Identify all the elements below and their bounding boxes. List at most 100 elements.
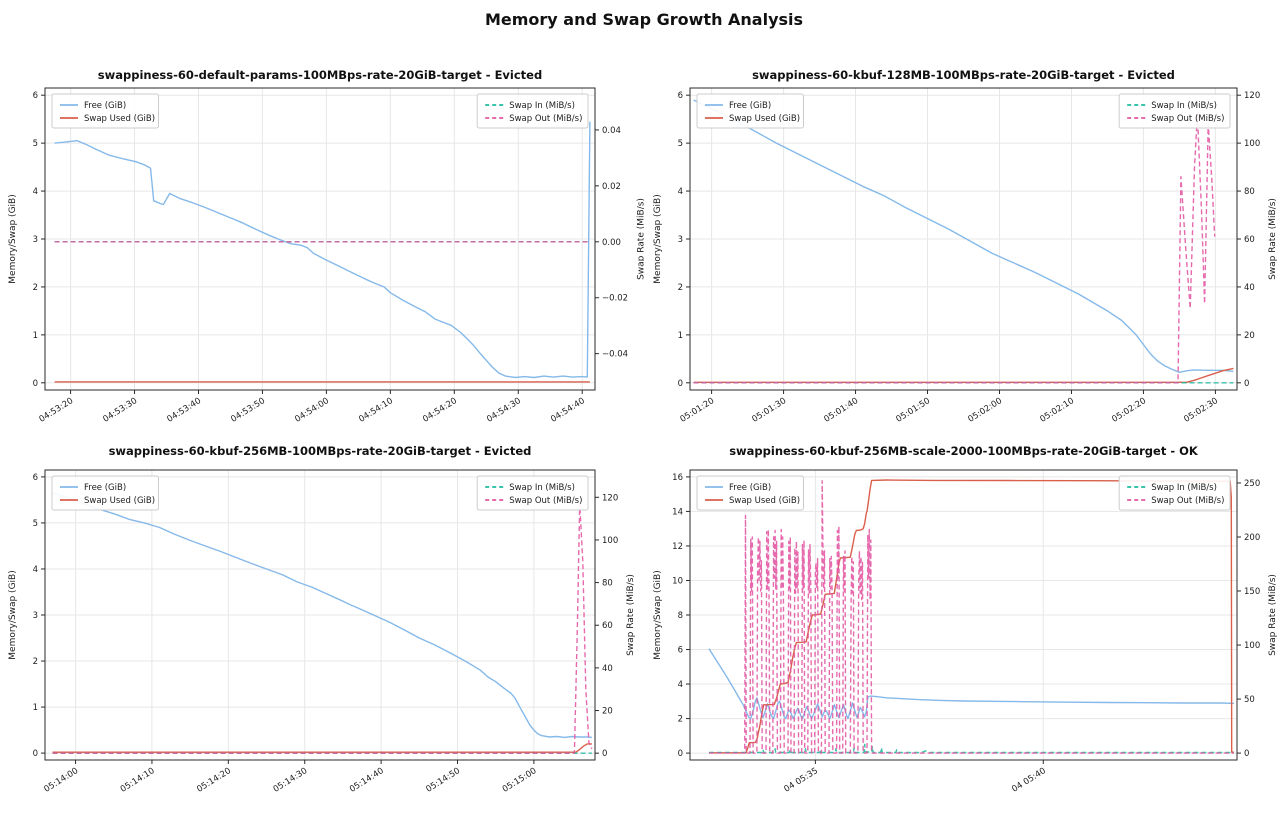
svg-text:3: 3 xyxy=(33,235,38,245)
right-tick-labels: 0 20 40 60 80 100 120 xyxy=(595,493,618,759)
svg-text:05:14:50: 05:14:50 xyxy=(424,766,462,795)
svg-text:8: 8 xyxy=(678,611,683,621)
svg-text:05:14:20: 05:14:20 xyxy=(195,766,233,795)
left-tick-labels: 0 1 2 3 4 5 6 xyxy=(678,91,690,389)
chart-title: swappiness-60-default-params-100MBps-rat… xyxy=(97,68,543,82)
svg-text:2: 2 xyxy=(678,715,683,725)
svg-text:05:01:40: 05:01:40 xyxy=(822,396,860,425)
chart-kbuf-256mb-scale-2000: swappiness-60-kbuf-256MB-scale-2000-100M… xyxy=(644,432,1288,824)
svg-text:12: 12 xyxy=(672,542,683,552)
x-tick-labels: 05:14:00 05:14:10 05:14:20 05:14:30 05:14:40… xyxy=(42,760,538,795)
legend-label: Swap In (MiB/s) xyxy=(509,483,575,493)
legend-label: Swap Out (MiB/s) xyxy=(1151,496,1224,506)
svg-text:0: 0 xyxy=(33,749,38,759)
svg-text:20: 20 xyxy=(602,707,613,717)
svg-text:5: 5 xyxy=(33,519,38,529)
svg-text:100: 100 xyxy=(1244,139,1260,149)
svg-text:1: 1 xyxy=(33,331,38,341)
svg-text:04:53:30: 04:53:30 xyxy=(101,396,139,425)
svg-text:40: 40 xyxy=(1244,283,1255,293)
left-tick-labels: 0 1 2 3 4 5 6 xyxy=(33,91,45,389)
left-tick-labels: 0 2 4 6 8 10 12 14 16 xyxy=(672,473,690,759)
svg-text:0: 0 xyxy=(602,749,607,759)
legend-box xyxy=(51,93,159,129)
legend-box xyxy=(696,93,804,129)
left-axis-label: Memory/Swap (GiB) xyxy=(653,194,663,283)
grid xyxy=(690,88,1237,390)
svg-text:6: 6 xyxy=(678,91,683,101)
svg-text:0.00: 0.00 xyxy=(602,238,621,248)
svg-text:80: 80 xyxy=(602,579,613,589)
figure-title: Memory and Swap Growth Analysis xyxy=(484,10,804,29)
svg-text:3: 3 xyxy=(678,235,683,245)
right-axis-label: Swap Rate (MiB/s) xyxy=(1268,198,1278,280)
svg-text:05:14:30: 05:14:30 xyxy=(272,766,310,795)
svg-text:04:54:10: 04:54:10 xyxy=(357,396,395,425)
grid xyxy=(45,88,595,390)
legend: Free (GiB) Swap Used (GiB) xyxy=(696,93,804,129)
chart-title: swappiness-60-kbuf-128MB-100MBps-rate-20… xyxy=(752,68,1175,82)
right-tick-labels: 0 20 40 60 80 100 120 xyxy=(1237,91,1260,389)
left-axis-label: Memory/Swap (GiB) xyxy=(8,570,18,659)
svg-text:120: 120 xyxy=(602,493,618,503)
svg-text:−0.04: −0.04 xyxy=(602,350,628,360)
svg-text:60: 60 xyxy=(602,621,613,631)
series-free xyxy=(693,99,1234,373)
legend: Swap In (MiB/s) Swap Out (MiB/s) xyxy=(1118,93,1231,129)
legend-label: Free (GiB) xyxy=(84,483,126,493)
svg-text:04:53:50: 04:53:50 xyxy=(229,396,267,425)
svg-text:05:14:00: 05:14:00 xyxy=(42,766,80,795)
svg-text:20: 20 xyxy=(1244,331,1255,341)
svg-text:05:15:00: 05:15:00 xyxy=(501,766,539,795)
svg-text:0: 0 xyxy=(1244,749,1249,759)
x-tick-labels: 04 05:35 04 05:40 xyxy=(782,760,1048,795)
series-swap_used xyxy=(693,367,1234,383)
legend-label: Swap Used (GiB) xyxy=(84,114,155,124)
svg-text:05:02:30: 05:02:30 xyxy=(1182,396,1220,425)
svg-text:0: 0 xyxy=(678,749,683,759)
x-tick-labels: 04:53:20 04:53:30 04:53:40 04:53:50 04:54:00… xyxy=(37,390,587,425)
svg-text:05:14:40: 05:14:40 xyxy=(348,766,386,795)
legend-label: Swap Out (MiB/s) xyxy=(1151,114,1224,124)
legend-box xyxy=(1118,93,1231,129)
svg-text:04:53:40: 04:53:40 xyxy=(165,396,203,425)
svg-text:6: 6 xyxy=(678,646,683,656)
legend-label: Swap Out (MiB/s) xyxy=(509,114,582,124)
series-free xyxy=(52,492,592,739)
legend-label: Swap Out (MiB/s) xyxy=(509,496,582,506)
legend-label: Swap In (MiB/s) xyxy=(509,101,575,111)
legend-box xyxy=(476,93,589,129)
svg-text:250: 250 xyxy=(1244,479,1260,489)
svg-text:4: 4 xyxy=(678,187,683,197)
svg-text:05:02:10: 05:02:10 xyxy=(1038,396,1076,425)
svg-text:6: 6 xyxy=(33,473,38,483)
right-tick-labels: 0 50 100 150 200 250 xyxy=(1237,479,1260,759)
left-axis-label: Memory/Swap (GiB) xyxy=(8,194,18,283)
svg-text:60: 60 xyxy=(1244,235,1255,245)
svg-text:4: 4 xyxy=(678,680,683,690)
legend: Free (GiB) Swap Used (GiB) xyxy=(696,475,804,511)
chart-kbuf-128mb: swappiness-60-kbuf-128MB-100MBps-rate-20… xyxy=(644,60,1288,432)
chart-kbuf-256mb: swappiness-60-kbuf-256MB-100MBps-rate-20… xyxy=(0,432,644,824)
legend-label: Swap Used (GiB) xyxy=(729,114,800,124)
legend-box xyxy=(51,475,159,511)
svg-text:3: 3 xyxy=(33,611,38,621)
right-axis-label: Swap Rate (MiB/s) xyxy=(1268,574,1278,656)
svg-text:05:02:20: 05:02:20 xyxy=(1110,396,1148,425)
legend-box xyxy=(696,475,804,511)
svg-text:4: 4 xyxy=(33,565,38,575)
series-swap_out xyxy=(709,480,1234,754)
svg-text:120: 120 xyxy=(1244,91,1260,101)
series-swap_used xyxy=(52,743,592,753)
svg-text:150: 150 xyxy=(1244,587,1260,597)
legend: Swap In (MiB/s) Swap Out (MiB/s) xyxy=(476,93,589,129)
svg-text:0: 0 xyxy=(678,379,683,389)
svg-text:100: 100 xyxy=(1244,641,1260,651)
svg-text:0.02: 0.02 xyxy=(602,182,621,192)
svg-text:0: 0 xyxy=(1244,379,1249,389)
svg-text:5: 5 xyxy=(33,139,38,149)
svg-text:14: 14 xyxy=(672,507,683,517)
